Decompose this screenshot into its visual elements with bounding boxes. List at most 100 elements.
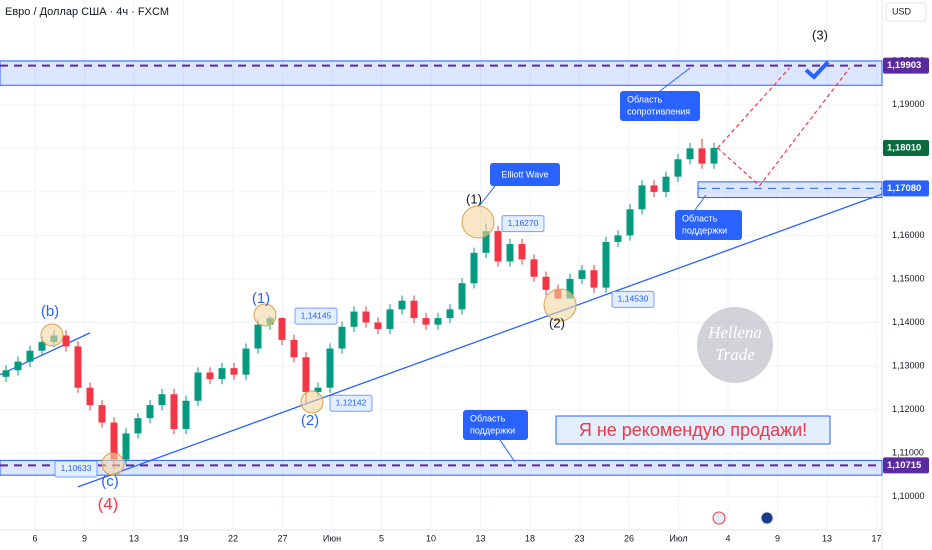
candle-body <box>74 346 82 388</box>
candle-body <box>362 311 370 323</box>
candle-body <box>506 244 514 262</box>
wave-circle <box>253 303 277 327</box>
candle-body <box>602 241 610 288</box>
candle-body <box>386 309 394 329</box>
checkmark <box>804 60 830 80</box>
candle-body <box>206 372 214 380</box>
x-tick-label: 10 <box>426 533 436 543</box>
candle-body <box>494 231 502 262</box>
candle-body <box>710 147 718 164</box>
y-tick-label: 1,15000 <box>892 273 925 283</box>
x-tick-label: 13 <box>129 533 139 543</box>
candle-body <box>278 318 286 340</box>
x-tick-label: 23 <box>574 533 584 543</box>
zone <box>697 181 883 199</box>
callout-text: поддержки <box>470 425 515 435</box>
x-tick-label: Июн <box>323 533 341 543</box>
candle-body <box>122 433 130 460</box>
price-badge <box>883 57 929 74</box>
x-tick-label: 5 <box>379 533 384 543</box>
x-tick-label: 9 <box>775 533 780 543</box>
callout-text: Область <box>627 94 663 104</box>
candle-body <box>302 357 310 393</box>
candle-body <box>566 278 574 299</box>
x-tick-label: 26 <box>624 533 634 543</box>
price-badge-label: 1,19903 <box>887 60 921 71</box>
point-label: 1,10633 <box>61 463 92 473</box>
candle-body <box>590 270 598 288</box>
candle-body <box>338 326 346 349</box>
wave-label: (b) <box>41 303 59 320</box>
candle-body <box>170 394 178 430</box>
candle-body <box>350 311 358 327</box>
y-tick-label: 1,10000 <box>892 491 925 501</box>
candle-body <box>518 244 526 260</box>
point-label-box <box>294 307 338 325</box>
point-label-box <box>329 394 373 412</box>
candle-body <box>158 394 166 406</box>
candle-body <box>218 368 226 380</box>
callout-text: поддержки <box>682 225 727 235</box>
candle-body <box>290 339 298 358</box>
callout-pointer <box>659 67 691 92</box>
watermark-circle <box>697 307 773 383</box>
y-tick-label: 1,11000 <box>892 447 924 457</box>
price-badge <box>883 139 929 156</box>
banner: Я не рекомендую продажи! <box>579 420 807 440</box>
x-tick-label: 9 <box>82 533 87 543</box>
wave-circle <box>543 288 577 322</box>
wave-circle <box>300 390 324 414</box>
watermark: Hellena <box>707 323 762 342</box>
x-tick-label: 22 <box>228 533 238 543</box>
candle-body <box>662 176 670 192</box>
candle-body <box>2 370 10 377</box>
grid <box>0 0 882 530</box>
candle-body <box>146 405 154 419</box>
candle-body <box>410 300 418 319</box>
x-tick-label: 4 <box>725 533 730 543</box>
candle-body <box>650 185 658 192</box>
callout-text: Область <box>682 213 718 223</box>
candle-body <box>38 342 46 351</box>
wave-label: (2) <box>301 412 319 429</box>
callout-text: сопротивления <box>627 106 690 116</box>
trendline <box>77 193 883 488</box>
candle-body <box>242 348 250 375</box>
candle-body <box>98 405 106 423</box>
callout-text: Elliott Wave <box>501 169 548 179</box>
callout-pointer <box>694 194 707 211</box>
chart-title: Евро / Доллар США · 4ч · FXCM <box>5 6 169 18</box>
wave-label: (1) <box>252 290 270 307</box>
candle-body <box>446 309 454 319</box>
callout-pointer <box>479 185 496 206</box>
x-tick-label: 19 <box>178 533 188 543</box>
currency: USD <box>892 6 912 16</box>
candle-body <box>314 387 322 393</box>
candle-body <box>674 159 682 177</box>
candle-body <box>638 185 646 210</box>
x-tick-label: 13 <box>822 533 832 543</box>
x-tick-label: 17 <box>871 533 881 543</box>
candle-body <box>422 318 430 325</box>
price-badge-label: 1,18010 <box>887 142 921 153</box>
candle-body <box>194 372 202 401</box>
watermark: Trade <box>715 345 755 364</box>
point-label-box <box>54 460 98 478</box>
candle-body <box>614 235 622 242</box>
candle-body <box>86 387 94 406</box>
x-tick-label: 18 <box>525 533 535 543</box>
point-label-box <box>611 290 655 308</box>
wave-label: (c) <box>101 473 119 490</box>
callout <box>490 163 560 186</box>
wave-circle <box>461 205 495 239</box>
candle-body <box>26 350 34 362</box>
event-icon <box>760 511 774 525</box>
event-icon <box>712 511 726 525</box>
zones <box>0 60 883 476</box>
projection <box>717 67 851 187</box>
currency-box <box>885 2 927 22</box>
y-tick-label: 1,13000 <box>892 360 925 370</box>
candle-body <box>698 148 706 164</box>
